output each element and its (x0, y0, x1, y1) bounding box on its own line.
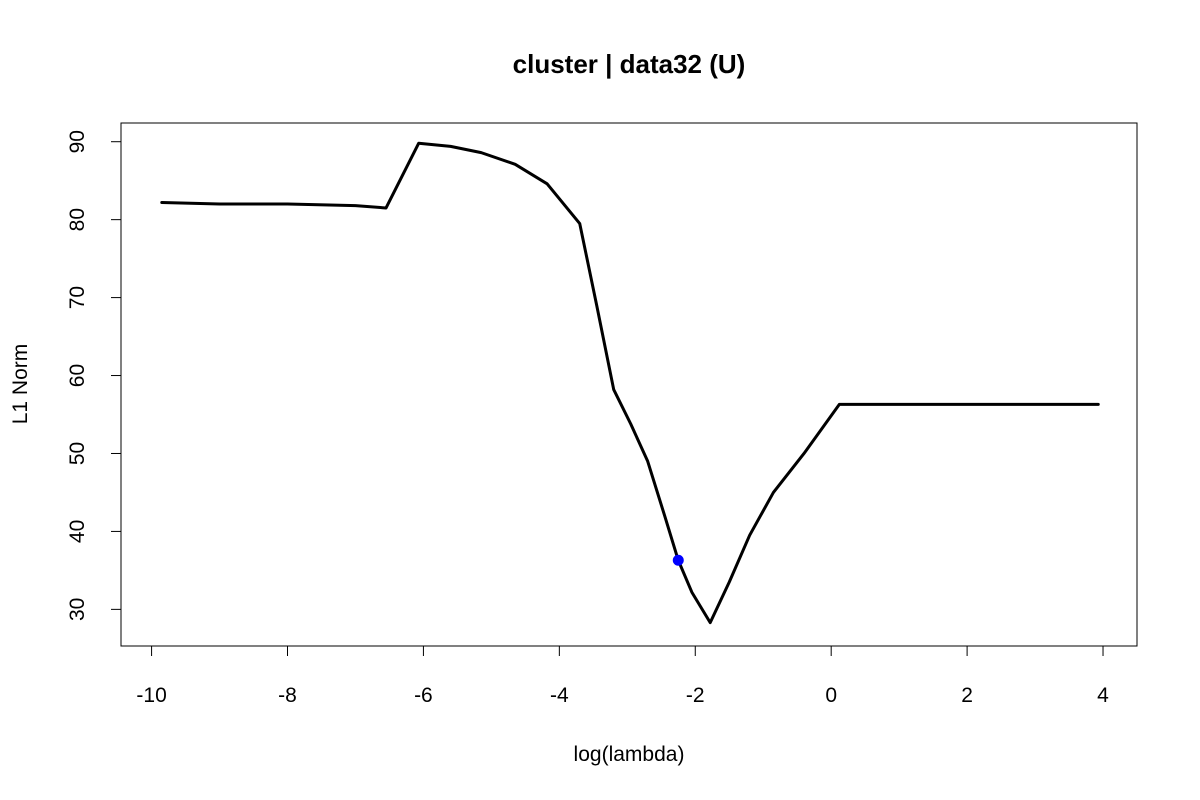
y-tick-label: 70 (66, 286, 89, 309)
highlight-point (672, 554, 684, 566)
y-tick-label: 30 (66, 598, 89, 621)
series-line (160, 141, 1100, 625)
x-tick-label: 2 (961, 684, 973, 707)
y-axis: 30 40 50 60 70 80 90 (66, 130, 122, 621)
x-tick-label: -10 (136, 684, 166, 707)
y-tick-label: 50 (66, 442, 89, 465)
y-axis-label: L1 Norm (9, 344, 32, 425)
y-tick-label: 80 (66, 208, 89, 231)
x-tick-label: -8 (278, 684, 297, 707)
plot-area-frame (120, 122, 1138, 647)
y-tick-label: 40 (66, 520, 89, 543)
y-tick-label: 90 (66, 130, 89, 153)
series-layer (160, 141, 1100, 625)
y-tick-label: 60 (66, 364, 89, 387)
x-tick-label: -6 (414, 684, 433, 707)
x-tick-label: -2 (686, 684, 705, 707)
x-axis: -10 -8 -6 -4 -2 0 2 4 (136, 645, 1109, 707)
x-tick-label: 4 (1097, 684, 1109, 707)
x-axis-label: log(lambda) (574, 743, 685, 766)
x-tick-label: -4 (550, 684, 569, 707)
chart-title: cluster | data32 (U) (513, 49, 746, 79)
x-tick-label: 0 (825, 684, 837, 707)
